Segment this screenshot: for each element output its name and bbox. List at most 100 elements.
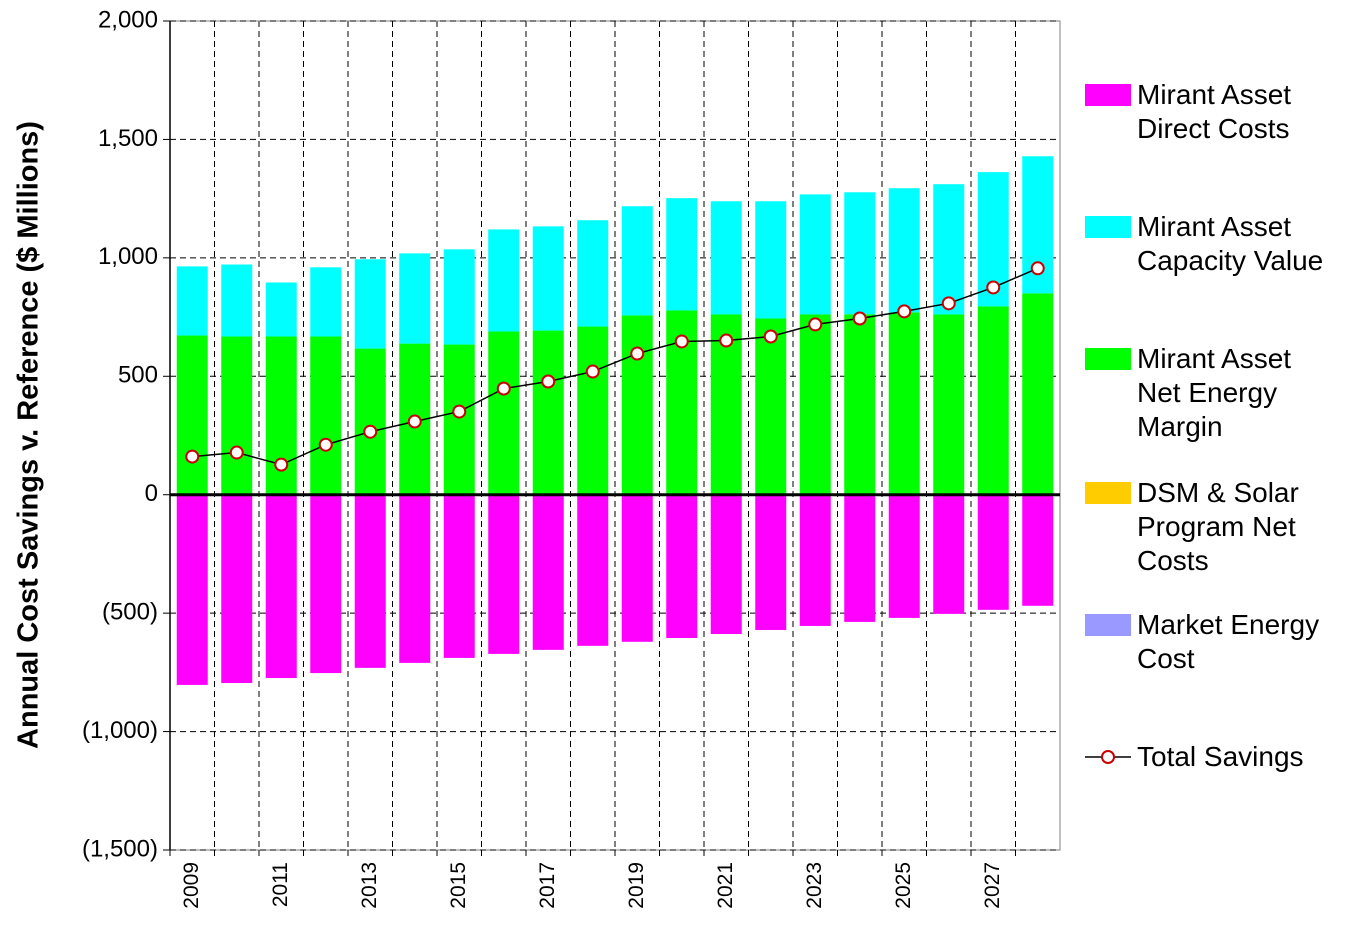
line-marker	[986, 280, 1001, 295]
legend-item: Mirant Asset Direct Costs	[1085, 78, 1325, 146]
y-tick-label: (500)	[102, 598, 158, 625]
legend-item: Total Savings	[1085, 740, 1325, 774]
line-marker	[719, 333, 734, 348]
legend-box	[1085, 482, 1131, 504]
bar	[221, 336, 253, 495]
x-tick-label: 2013	[358, 862, 381, 909]
bar	[354, 259, 386, 349]
bar	[221, 494, 253, 684]
legend-label: DSM & Solar Program Net Costs	[1137, 477, 1299, 576]
legend-box	[1085, 348, 1131, 370]
legend-swatch	[1085, 614, 1131, 636]
x-tick-label: 2011	[269, 862, 292, 907]
legend-label: Mirant Asset Capacity Value	[1137, 211, 1324, 276]
bar	[221, 264, 253, 337]
bar	[265, 282, 297, 337]
y-tick-label: (1,500)	[82, 835, 158, 862]
bar	[443, 344, 475, 495]
bar	[532, 494, 564, 650]
bar	[354, 494, 386, 668]
legend-label: Mirant Asset Net Energy Margin	[1137, 343, 1292, 442]
y-tick-label: (1,000)	[82, 717, 158, 744]
bar	[755, 494, 787, 630]
legend-box	[1085, 84, 1131, 106]
bar	[488, 229, 520, 332]
bar	[844, 494, 876, 622]
legend-item: DSM & Solar Program Net Costs	[1085, 476, 1325, 578]
line-marker	[630, 346, 645, 361]
bar	[532, 330, 564, 495]
bar	[888, 312, 920, 495]
bar	[710, 494, 742, 634]
bar	[977, 494, 1009, 610]
line-marker	[229, 445, 244, 460]
line-marker	[852, 311, 867, 326]
bar	[443, 494, 475, 658]
x-tick-label: 2015	[447, 862, 470, 909]
bar	[710, 201, 742, 315]
legend-label: Mirant Asset Direct Costs	[1137, 79, 1292, 144]
line-marker	[363, 424, 378, 439]
bar	[443, 249, 475, 345]
legend-item: Mirant Asset Capacity Value	[1085, 210, 1325, 278]
bar	[844, 314, 876, 495]
bar	[577, 220, 609, 327]
line-marker	[496, 381, 511, 396]
bar	[265, 494, 297, 679]
legend-swatch	[1085, 750, 1131, 764]
bar	[888, 494, 920, 618]
legend-label: Market Energy Cost	[1137, 609, 1320, 674]
bar	[933, 494, 965, 614]
x-tick-label: 2027	[981, 862, 1004, 909]
bar	[755, 318, 787, 495]
y-tick-label: 500	[118, 362, 158, 389]
bar	[399, 494, 431, 663]
bar	[933, 184, 965, 315]
line-marker	[763, 329, 778, 344]
y-tick-label: 0	[145, 480, 158, 507]
bar	[977, 306, 1009, 495]
bar	[310, 267, 342, 337]
y-tick-label: 1,500	[98, 125, 158, 152]
legend-swatch	[1085, 348, 1131, 370]
bar	[755, 201, 787, 319]
bar	[799, 314, 831, 495]
legend-swatch	[1085, 84, 1131, 106]
bar	[799, 494, 831, 626]
line-marker	[407, 414, 422, 429]
bar	[844, 192, 876, 315]
line-marker	[185, 449, 200, 464]
legend-swatch	[1085, 216, 1131, 238]
legend-box	[1085, 216, 1131, 238]
bar	[310, 336, 342, 495]
bar	[1022, 494, 1054, 606]
bar	[888, 188, 920, 313]
bar	[933, 314, 965, 495]
x-tick-label: 2017	[536, 862, 559, 909]
line	[192, 267, 1039, 466]
bar	[176, 335, 208, 495]
line-marker	[274, 457, 289, 472]
legend-marker	[1101, 750, 1115, 764]
bar	[354, 348, 386, 495]
bar	[176, 266, 208, 336]
bar	[621, 315, 653, 495]
line-marker	[808, 317, 823, 332]
legend-box	[1085, 614, 1131, 636]
bar	[488, 494, 520, 654]
bar	[621, 494, 653, 642]
bar	[176, 494, 208, 685]
x-tick-label: 2019	[625, 862, 648, 909]
line-marker	[674, 334, 689, 349]
line-marker	[897, 304, 912, 319]
bar	[399, 253, 431, 344]
line-marker	[452, 404, 467, 419]
bar	[577, 494, 609, 646]
line-marker	[1030, 261, 1045, 276]
legend-item: Mirant Asset Net Energy Margin	[1085, 342, 1325, 444]
line-marker	[941, 296, 956, 311]
y-axis-title: Annual Cost Savings v. Reference ($ Mill…	[13, 121, 45, 749]
bar	[532, 226, 564, 331]
